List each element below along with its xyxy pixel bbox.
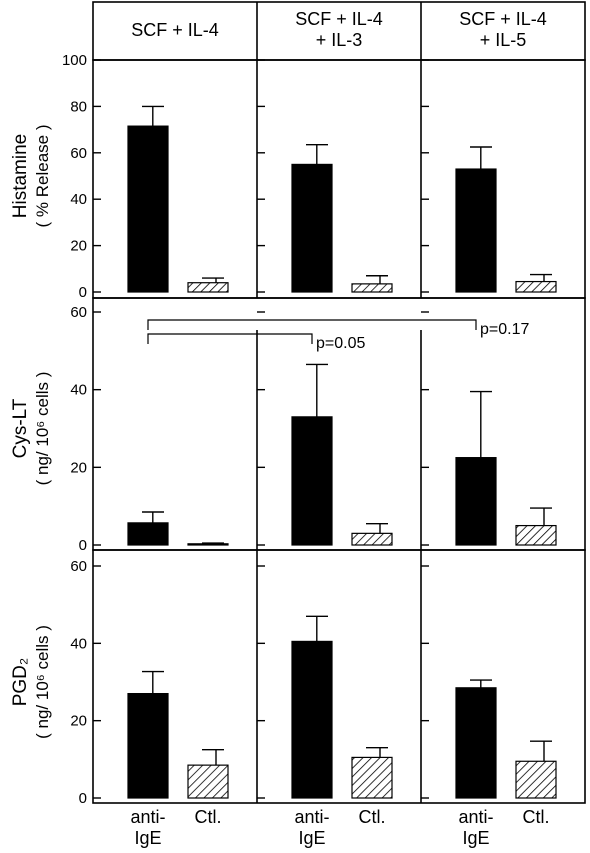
bar-anti-ige xyxy=(291,640,333,799)
panel: 0 20 40 60 Cys-LT( ng/ 10⁶ cells ) p=0.05 p=0.… xyxy=(10,297,586,554)
bar-control xyxy=(515,524,557,546)
bar-anti-ige xyxy=(455,457,497,546)
x-category-label: Ctl. xyxy=(523,807,550,827)
condition-header-label: SCF + IL-4 xyxy=(295,9,383,29)
x-category-label: Ctl. xyxy=(195,807,222,827)
y-axis-unit-label: ( ng/ 10⁶ cells ) xyxy=(33,625,52,739)
bar-control xyxy=(187,764,229,799)
y-axis-label: Cys-LT xyxy=(10,398,31,458)
y-tick-label: 0 xyxy=(79,284,87,301)
y-tick-label: 60 xyxy=(70,558,87,575)
x-category-label: anti- xyxy=(294,807,329,827)
panel: 0 20 40 60 80 100 Histamine( % Release ) xyxy=(10,52,586,301)
y-axis-unit-label: ( ng/ 10⁶ cells ) xyxy=(33,372,52,486)
significance-bracket xyxy=(147,333,313,344)
y-tick-label: 20 xyxy=(70,238,87,255)
y-tick-label: 40 xyxy=(70,382,87,399)
x-category-label: IgE xyxy=(462,828,489,848)
y-tick-label: 80 xyxy=(70,98,87,115)
y-axis-unit-label: ( % Release ) xyxy=(33,125,52,228)
x-category-label: Ctl. xyxy=(359,807,386,827)
bar-anti-ige xyxy=(455,168,497,293)
y-tick-label: 0 xyxy=(79,537,87,554)
panel: 0 20 40 60 PGD₂( ng/ 10⁶ cells ) xyxy=(10,549,586,807)
condition-header-label: + IL-3 xyxy=(316,30,363,50)
bar-control xyxy=(515,280,557,293)
y-tick-label: 100 xyxy=(62,52,87,69)
y-tick-label: 40 xyxy=(70,635,87,652)
bar-anti-ige xyxy=(291,163,333,293)
bar-anti-ige xyxy=(127,522,169,546)
y-tick-label: 20 xyxy=(70,713,87,730)
y-axis-label: PGD₂ xyxy=(10,658,31,707)
x-category-label: anti- xyxy=(458,807,493,827)
bar-control xyxy=(351,532,393,546)
bar-control xyxy=(351,283,393,293)
y-tick-label: 20 xyxy=(70,459,87,476)
y-axis-label: Histamine xyxy=(10,134,31,218)
significance-bracket xyxy=(147,319,477,330)
panels: 0 20 40 60 80 100 Histamine( % Release ) 0 20 40 6… xyxy=(10,52,586,807)
condition-header-label: SCF + IL-4 xyxy=(131,20,219,40)
y-tick-label: 60 xyxy=(70,304,87,321)
condition-header-label: SCF + IL-4 xyxy=(459,9,547,29)
bar-anti-ige xyxy=(127,125,169,293)
panel-frame xyxy=(92,549,586,804)
p-value-label: p=0.17 xyxy=(480,321,529,338)
bar-control xyxy=(187,282,229,293)
bar-control xyxy=(187,543,229,546)
y-tick-label: 0 xyxy=(79,790,87,807)
bar-anti-ige xyxy=(127,692,169,799)
bar-anti-ige xyxy=(455,687,497,799)
y-tick-label: 40 xyxy=(70,191,87,208)
condition-header-label: + IL-5 xyxy=(480,30,527,50)
bar-control xyxy=(515,760,557,799)
x-category-label: IgE xyxy=(298,828,325,848)
x-category-label: anti- xyxy=(130,807,165,827)
x-category-label: IgE xyxy=(134,828,161,848)
p-value-label: p=0.05 xyxy=(316,335,365,352)
bar-control xyxy=(351,756,393,799)
y-tick-label: 60 xyxy=(70,145,87,162)
bar-anti-ige xyxy=(291,416,333,546)
